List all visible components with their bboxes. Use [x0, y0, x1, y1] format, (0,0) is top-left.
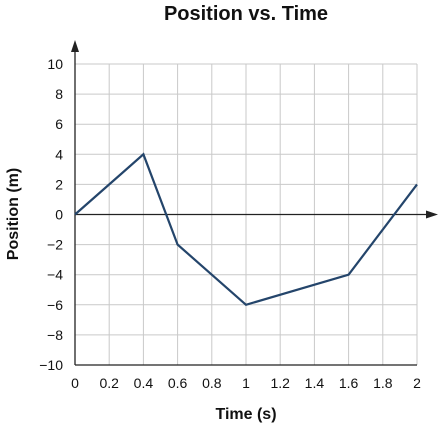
y-tick-label: −6: [47, 297, 63, 313]
x-tick-label: 1.2: [270, 375, 290, 391]
tick-labels: 0 0.2 0.4 0.6 0.8 1 1.2 1.4 1.6 1.8 2 −10 −8 −6 −4 −2 0 2…: [39, 56, 421, 391]
x-tick-label: 0.2: [99, 375, 119, 391]
y-tick-label: −10: [39, 357, 63, 373]
x-tick-label: 0.8: [202, 375, 222, 391]
y-tick-label: 4: [55, 146, 63, 162]
x-tick-label: 0.6: [168, 375, 188, 391]
x-tick-label: 2: [413, 375, 421, 391]
y-axis-arrow: [71, 40, 79, 52]
x-tick-label: 1.8: [373, 375, 393, 391]
y-tick-label: −4: [47, 267, 63, 283]
x-tick-label: 1: [242, 375, 250, 391]
x-tick-label: 0.4: [134, 375, 154, 391]
y-tick-label: −8: [47, 327, 63, 343]
y-tick-label: 6: [55, 116, 63, 132]
position-line: [74, 152, 418, 307]
y-tick-label: 0: [55, 207, 63, 223]
y-tick-label: 2: [55, 176, 63, 192]
y-tick-label: −2: [47, 237, 63, 253]
x-axis-arrow: [426, 210, 438, 219]
x-tick-label: 1.6: [339, 375, 359, 391]
y-axis-label: Position (m): [5, 168, 22, 260]
x-axis-label: Time (s): [215, 406, 276, 423]
chart-title: Position vs. Time: [164, 3, 328, 25]
x-tick-label: 1.4: [305, 375, 325, 391]
x-tick-label: 0: [71, 375, 79, 391]
y-tick-label: 10: [47, 56, 63, 72]
y-tick-label: 8: [55, 86, 63, 102]
series-layer: [74, 152, 418, 307]
axes: [71, 40, 438, 366]
